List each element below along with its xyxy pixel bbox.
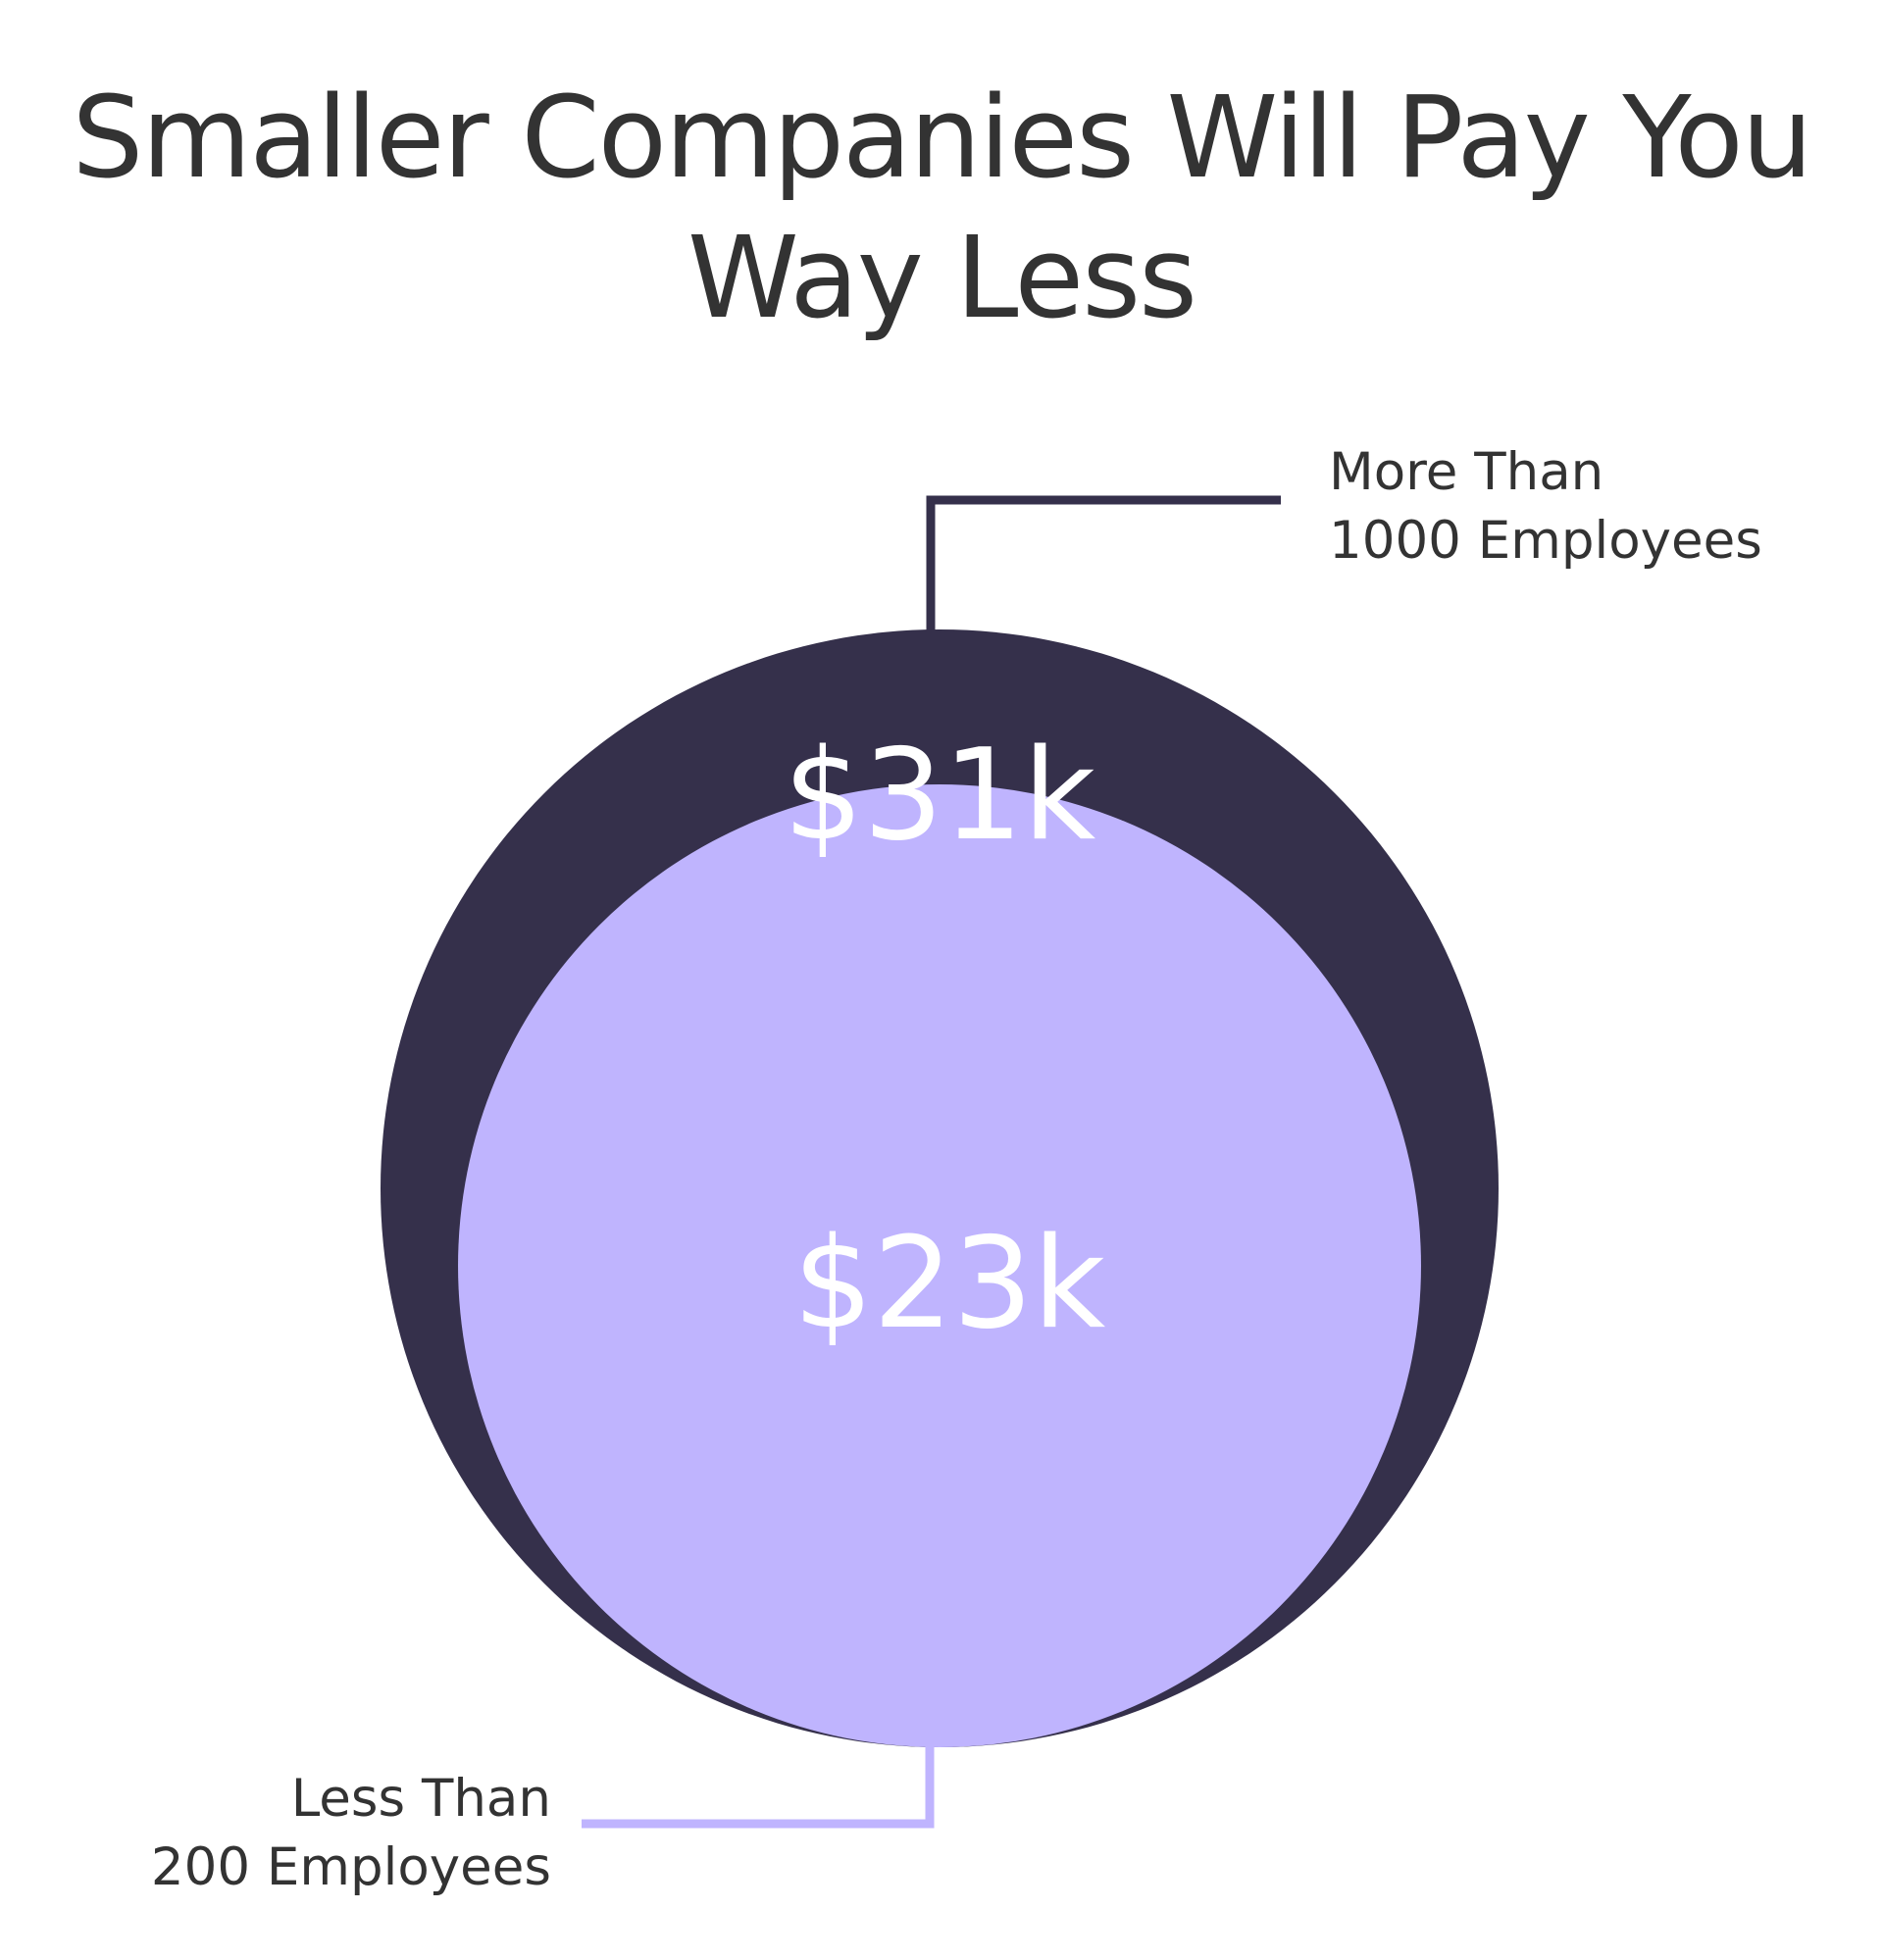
leader-lines-layer [582, 495, 1281, 1829]
value-labels-layer: $31k $23k [784, 723, 1105, 1357]
leader-line-large [926, 495, 1281, 631]
circles-layer [381, 629, 1499, 1747]
series-label-line: 200 Employees [150, 1837, 551, 1897]
leader-line-small [582, 1743, 935, 1829]
value-label-small: $23k [793, 1211, 1105, 1357]
series-label-small: Less Than 200 Employees [78, 1765, 551, 1902]
chart-title: Smaller Companies Will Pay You Way Less [72, 73, 1812, 344]
circle-small [458, 784, 1421, 1747]
series-label-line: 1000 Employees [1329, 511, 1762, 571]
series-label-line: More Than [1329, 442, 1604, 502]
value-label-large: $31k [784, 723, 1095, 869]
series-label-large: More Than 1000 Employees [1329, 438, 1762, 576]
series-label-line: Less Than [290, 1769, 551, 1829]
